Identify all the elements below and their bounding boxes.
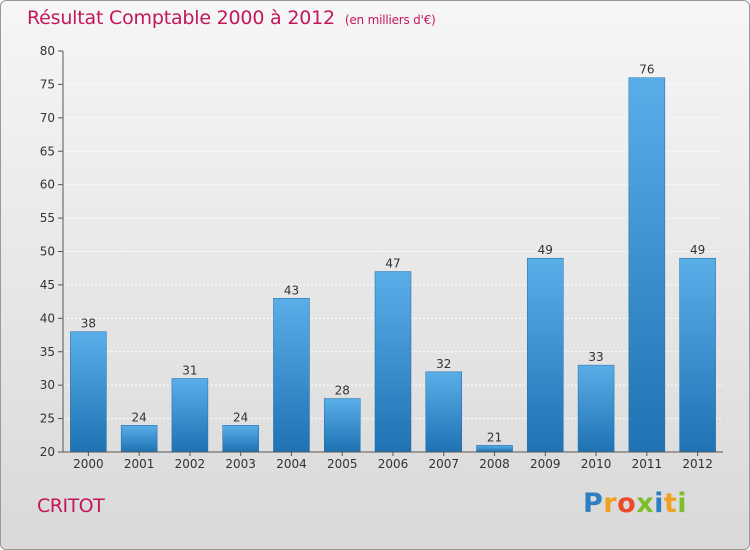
x-tick-label: 2011 [632,457,663,471]
chart-title: Résultat Comptable 2000 à 2012 (en millie… [27,7,436,29]
bar [527,257,564,453]
logo-letter: o [617,488,637,519]
bar [70,331,107,453]
data-label: 31 [182,363,197,377]
logo-letter: P [583,488,604,519]
x-tick-label: 2003 [225,457,256,471]
data-label: 49 [690,243,705,257]
bar [679,257,716,453]
logo-letter: r [603,488,618,519]
proxiti-logo: Proxiti [583,488,687,519]
axes [58,50,723,456]
y-tick-label: 45 [40,278,55,292]
data-label: 33 [588,350,603,364]
logo-letter: i [677,488,688,519]
x-tick-label: 2000 [73,457,104,471]
x-tick-label: 2005 [327,457,358,471]
y-tick-label: 80 [40,44,55,58]
logo-letter: x [636,488,655,519]
bars [70,77,716,453]
bar [171,378,209,453]
x-tick-label: 2012 [682,457,713,471]
x-tick-label: 2006 [378,457,409,471]
x-tick-label: 2008 [479,457,510,471]
bar [323,398,361,453]
y-tick-label: 55 [40,211,55,225]
bar [628,77,666,453]
y-tick-label: 20 [40,445,55,459]
data-label: 24 [233,410,248,424]
bar [476,445,513,453]
x-tick-label: 2004 [276,457,307,471]
y-tick-label: 70 [40,111,55,125]
data-label: 38 [81,317,96,331]
commune-name: CRITOT [37,495,105,517]
data-label: 21 [487,430,502,444]
chart-subtitle: (en milliers d'€) [344,13,436,27]
y-tick-label: 35 [40,345,55,359]
logo-letter: i [654,488,664,519]
bar [577,364,615,453]
y-tick-label: 65 [40,144,55,158]
y-tick-label: 60 [40,178,55,192]
bar [425,371,463,453]
bar [222,425,259,453]
labels: 20 25 30 35 40 45 50 55 60 65 70 75 80 38 2000 24 2001 31… [40,44,713,471]
data-label: 43 [284,283,299,297]
data-label: 47 [385,257,400,271]
y-tick-label: 75 [40,77,55,91]
data-label: 24 [132,410,147,424]
y-tick-label: 50 [40,245,55,259]
data-label: 49 [538,243,553,257]
logo-letter: t [663,488,678,519]
x-tick-label: 2010 [581,457,612,471]
x-tick-label: 2009 [530,457,561,471]
x-tick-label: 2007 [428,457,459,471]
bar [120,425,158,453]
chart-title-text: Résultat Comptable 2000 à 2012 [27,7,335,29]
data-label: 28 [335,384,350,398]
data-label: 32 [436,357,451,371]
y-tick-label: 40 [40,311,55,325]
y-tick-label: 25 [40,412,55,426]
data-label: 76 [639,63,654,77]
y-tick-label: 30 [40,378,55,392]
x-tick-label: 2002 [175,457,206,471]
bar [374,271,412,453]
bar [273,298,310,453]
x-tick-label: 2001 [124,457,155,471]
